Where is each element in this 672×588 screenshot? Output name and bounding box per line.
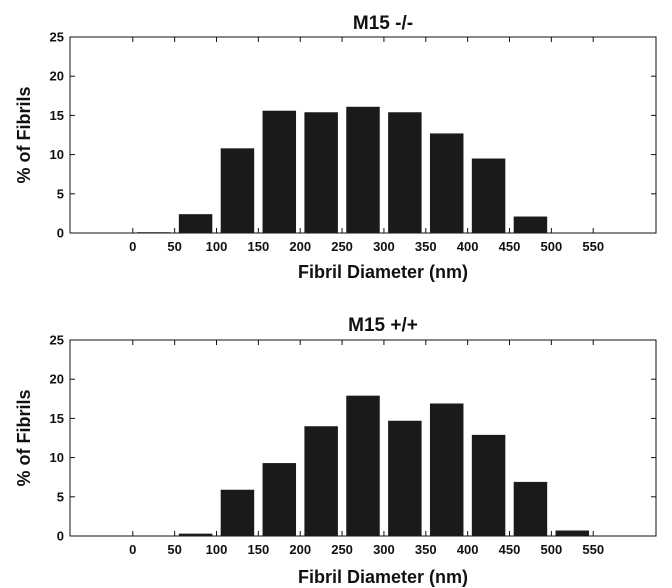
x-tick-label: 0 [129,239,136,254]
bars [178,395,590,536]
bar [304,112,338,233]
y-axis-label: % of Fibrils [14,86,34,183]
x-tick-label: 300 [373,542,395,557]
y-tick-label: 25 [50,30,64,45]
x-tick-label: 400 [457,542,479,557]
bar [346,395,380,536]
y-axis-ticks: 0 5 10 15 20 25 [50,333,656,544]
x-tick-label: 550 [582,239,604,254]
x-tick-label: 50 [167,239,181,254]
bar [262,110,297,233]
bar [178,214,213,233]
x-axis-label: Fibril Diameter (nm) [298,262,468,282]
bar [220,148,255,233]
x-tick-label: 250 [331,542,353,557]
x-tick-label: 350 [415,239,437,254]
chart-title: M15 -/- [353,13,413,34]
chart-title: M15 +/+ [348,315,418,336]
x-tick-label: 0 [129,542,136,557]
bar [429,403,464,536]
y-tick-label: 10 [50,147,64,162]
x-tick-label: 50 [167,542,181,557]
x-axis-ticks: 0 50 100 150 200 250 300 350 400 450 500 550 [129,340,604,557]
x-tick-label: 450 [499,239,521,254]
x-tick-label: 500 [541,542,563,557]
x-axis-ticks: 0 50 100 150 200 250 300 350 400 450 500 550 [129,37,604,254]
bar [513,481,548,536]
x-tick-label: 200 [289,542,311,557]
bar [471,434,506,536]
y-tick-label: 10 [50,450,64,465]
bar [304,426,338,536]
x-tick-label: 500 [541,239,563,254]
bar [388,112,422,233]
y-tick-label: 0 [57,226,64,241]
y-tick-label: 20 [50,69,64,84]
y-tick-label: 0 [57,529,64,544]
bar [346,106,380,233]
x-tick-label: 100 [206,542,228,557]
bar [262,463,297,536]
x-tick-label: 550 [582,542,604,557]
x-tick-label: 400 [457,239,479,254]
x-axis-label: Fibril Diameter (nm) [298,567,468,587]
x-tick-label: 250 [331,239,353,254]
x-tick-label: 300 [373,239,395,254]
y-tick-label: 15 [50,108,64,123]
x-tick-label: 100 [206,239,228,254]
bar [388,420,422,536]
bar [429,133,464,233]
panel-bottom: M15 +/+ 0 5 10 15 20 25 0 50 100 150 200 250 300 350… [14,315,657,587]
y-tick-label: 25 [50,333,64,348]
bars [136,106,548,233]
panel-top: M15 -/- 0 5 10 15 20 25 0 50 100 150 200 250 300 350… [14,13,657,282]
y-axis-label: % of Fibrils [14,389,34,486]
bar [136,232,171,233]
y-tick-label: 20 [50,372,64,387]
bar [555,530,590,536]
bar [513,216,548,233]
x-tick-label: 150 [248,239,270,254]
y-axis-ticks: 0 5 10 15 20 25 [50,30,656,241]
x-tick-label: 450 [499,542,521,557]
x-tick-label: 150 [248,542,270,557]
bar [178,533,213,536]
y-tick-label: 5 [57,489,64,504]
y-tick-label: 5 [57,186,64,201]
bar [471,158,506,233]
bar [220,489,255,536]
x-tick-label: 200 [289,239,311,254]
y-tick-label: 15 [50,411,64,426]
x-tick-label: 350 [415,542,437,557]
